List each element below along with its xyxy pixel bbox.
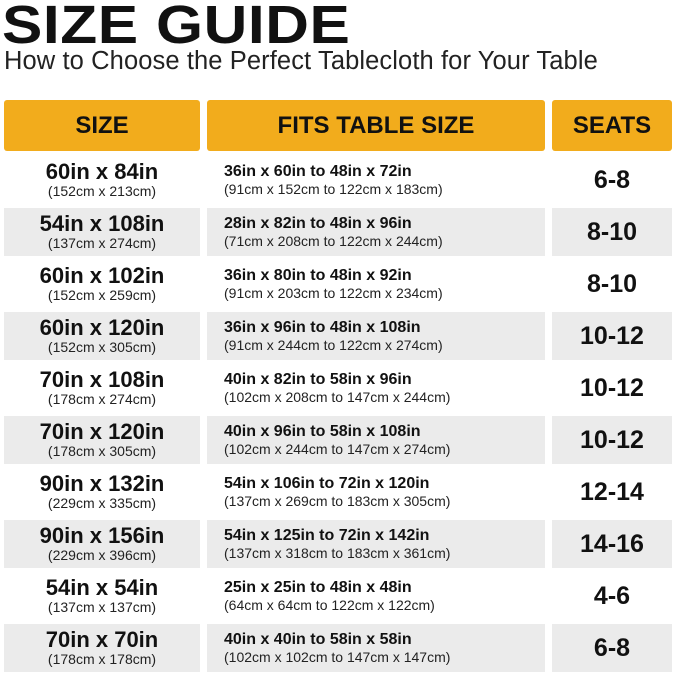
size-cell: 60in x 120in (152cm x 305cm)	[4, 312, 200, 360]
seats-cell: 10-12	[552, 416, 672, 464]
seats-cell: 6-8	[552, 156, 672, 204]
fits-inches: 25in x 25in to 48in x 48in	[224, 578, 412, 596]
seats-value: 4-6	[593, 581, 631, 610]
fits-cm: (91cm x 152cm to 122cm x 183cm)	[224, 180, 443, 197]
fits-inches: 54in x 125in to 72in x 142in	[224, 526, 430, 544]
size-inches: 60in x 84in	[45, 159, 159, 184]
fits-cell: 54in x 125in to 72in x 142in (137cm x 318…	[207, 520, 545, 568]
table-row: 70in x 70in (178cm x 178cm) 40in x 40in to…	[0, 622, 679, 674]
fits-inches: 36in x 96in to 48in x 108in	[224, 318, 421, 336]
size-inches: 70in x 120in	[39, 419, 165, 444]
fits-inches: 40in x 82in to 58in x 96in	[224, 370, 412, 388]
seats-value: 14-16	[580, 529, 644, 558]
seats-cell: 10-12	[552, 312, 672, 360]
table-row: 90in x 132in (229cm x 335cm) 54in x 106in …	[0, 466, 679, 518]
seats-cell: 8-10	[552, 208, 672, 256]
fits-cell: 40in x 40in to 58in x 58in (102cm x 102cm…	[207, 624, 545, 672]
fits-cm: (102cm x 208cm to 147cm x 244cm)	[224, 388, 451, 405]
table-row: 60in x 120in (152cm x 305cm) 36in x 96in t…	[0, 310, 679, 362]
size-cell: 54in x 108in (137cm x 274cm)	[4, 208, 200, 256]
size-cm: (229cm x 335cm)	[47, 495, 157, 511]
seats-value: 10-12	[580, 425, 644, 454]
size-cm: (152cm x 213cm)	[47, 183, 157, 199]
size-inches: 70in x 70in	[45, 627, 159, 652]
size-cell: 90in x 132in (229cm x 335cm)	[4, 468, 200, 516]
seats-cell: 4-6	[552, 572, 672, 620]
size-cm: (137cm x 274cm)	[47, 235, 157, 251]
size-cm: (178cm x 305cm)	[47, 443, 157, 459]
size-inches: 54in x 108in	[39, 211, 165, 236]
header-seats: SEATS	[552, 100, 672, 151]
size-cm: (152cm x 305cm)	[47, 339, 157, 355]
fits-cm: (64cm x 64cm to 122cm x 122cm)	[224, 596, 435, 613]
size-inches: 60in x 120in	[39, 315, 165, 340]
fits-inches: 36in x 80in to 48in x 92in	[224, 266, 412, 284]
table-row: 60in x 84in (152cm x 213cm) 36in x 60in to…	[0, 154, 679, 206]
page-subtitle: How to Choose the Perfect Tablecloth for…	[4, 47, 598, 75]
seats-cell: 6-8	[552, 624, 672, 672]
size-cell: 54in x 54in (137cm x 137cm)	[4, 572, 200, 620]
size-cm: (178cm x 178cm)	[47, 651, 157, 667]
table-row: 54in x 108in (137cm x 274cm) 28in x 82in t…	[0, 206, 679, 258]
size-inches: 54in x 54in	[45, 575, 159, 600]
fits-cm: (102cm x 244cm to 147cm x 274cm)	[224, 440, 451, 457]
fits-cell: 25in x 25in to 48in x 48in (64cm x 64cm t…	[207, 572, 545, 620]
fits-cell: 36in x 80in to 48in x 92in (91cm x 203cm …	[207, 260, 545, 308]
size-cm: (137cm x 137cm)	[47, 599, 157, 615]
table-row: 90in x 156in (229cm x 396cm) 54in x 125in …	[0, 518, 679, 570]
header-fits-table-size: FITS TABLE SIZE	[207, 100, 545, 151]
table-row: 70in x 108in (178cm x 274cm) 40in x 82in t…	[0, 362, 679, 414]
fits-inches: 28in x 82in to 48in x 96in	[224, 214, 412, 232]
table-row: 60in x 102in (152cm x 259cm) 36in x 80in t…	[0, 258, 679, 310]
fits-cm: (71cm x 208cm to 122cm x 244cm)	[224, 232, 443, 249]
fits-inches: 54in x 106in to 72in x 120in	[224, 474, 430, 492]
header-size: SIZE	[4, 100, 200, 151]
size-inches: 60in x 102in	[39, 263, 165, 288]
size-cell: 60in x 102in (152cm x 259cm)	[4, 260, 200, 308]
size-cell: 70in x 120in (178cm x 305cm)	[4, 416, 200, 464]
fits-cell: 54in x 106in to 72in x 120in (137cm x 269…	[207, 468, 545, 516]
size-cell: 60in x 84in (152cm x 213cm)	[4, 156, 200, 204]
fits-cell: 40in x 82in to 58in x 96in (102cm x 208cm…	[207, 364, 545, 412]
seats-value: 6-8	[593, 165, 631, 194]
seats-cell: 10-12	[552, 364, 672, 412]
seats-value: 8-10	[586, 269, 638, 298]
seats-value: 8-10	[586, 217, 638, 246]
size-cell: 70in x 108in (178cm x 274cm)	[4, 364, 200, 412]
size-cell: 70in x 70in (178cm x 178cm)	[4, 624, 200, 672]
size-inches: 70in x 108in	[39, 367, 165, 392]
seats-value: 12-14	[580, 477, 644, 506]
fits-cell: 28in x 82in to 48in x 96in (71cm x 208cm …	[207, 208, 545, 256]
seats-cell: 8-10	[552, 260, 672, 308]
size-cm: (178cm x 274cm)	[47, 391, 157, 407]
fits-cm: (137cm x 318cm to 183cm x 361cm)	[224, 544, 451, 561]
size-inches: 90in x 156in	[39, 523, 165, 548]
fits-cell: 36in x 96in to 48in x 108in (91cm x 244cm…	[207, 312, 545, 360]
fits-inches: 40in x 40in to 58in x 58in	[224, 630, 412, 648]
size-cell: 90in x 156in (229cm x 396cm)	[4, 520, 200, 568]
fits-cm: (102cm x 102cm to 147cm x 147cm)	[224, 648, 451, 665]
size-inches: 90in x 132in	[39, 471, 165, 496]
table-row: 54in x 54in (137cm x 137cm) 25in x 25in to…	[0, 570, 679, 622]
seats-value: 10-12	[580, 373, 644, 402]
fits-inches: 36in x 60in to 48in x 72in	[224, 162, 412, 180]
seats-cell: 12-14	[552, 468, 672, 516]
fits-cm: (137cm x 269cm to 183cm x 305cm)	[224, 492, 451, 509]
fits-cell: 36in x 60in to 48in x 72in (91cm x 152cm …	[207, 156, 545, 204]
seats-value: 10-12	[580, 321, 644, 350]
fits-cm: (91cm x 244cm to 122cm x 274cm)	[224, 336, 443, 353]
size-cm: (229cm x 396cm)	[47, 547, 157, 563]
page-title: SIZE GUIDE	[2, 0, 351, 55]
table-row: 70in x 120in (178cm x 305cm) 40in x 96in t…	[0, 414, 679, 466]
fits-inches: 40in x 96in to 58in x 108in	[224, 422, 421, 440]
seats-value: 6-8	[593, 633, 631, 662]
fits-cm: (91cm x 203cm to 122cm x 234cm)	[224, 284, 443, 301]
size-cm: (152cm x 259cm)	[47, 287, 157, 303]
seats-cell: 14-16	[552, 520, 672, 568]
fits-cell: 40in x 96in to 58in x 108in (102cm x 244c…	[207, 416, 545, 464]
